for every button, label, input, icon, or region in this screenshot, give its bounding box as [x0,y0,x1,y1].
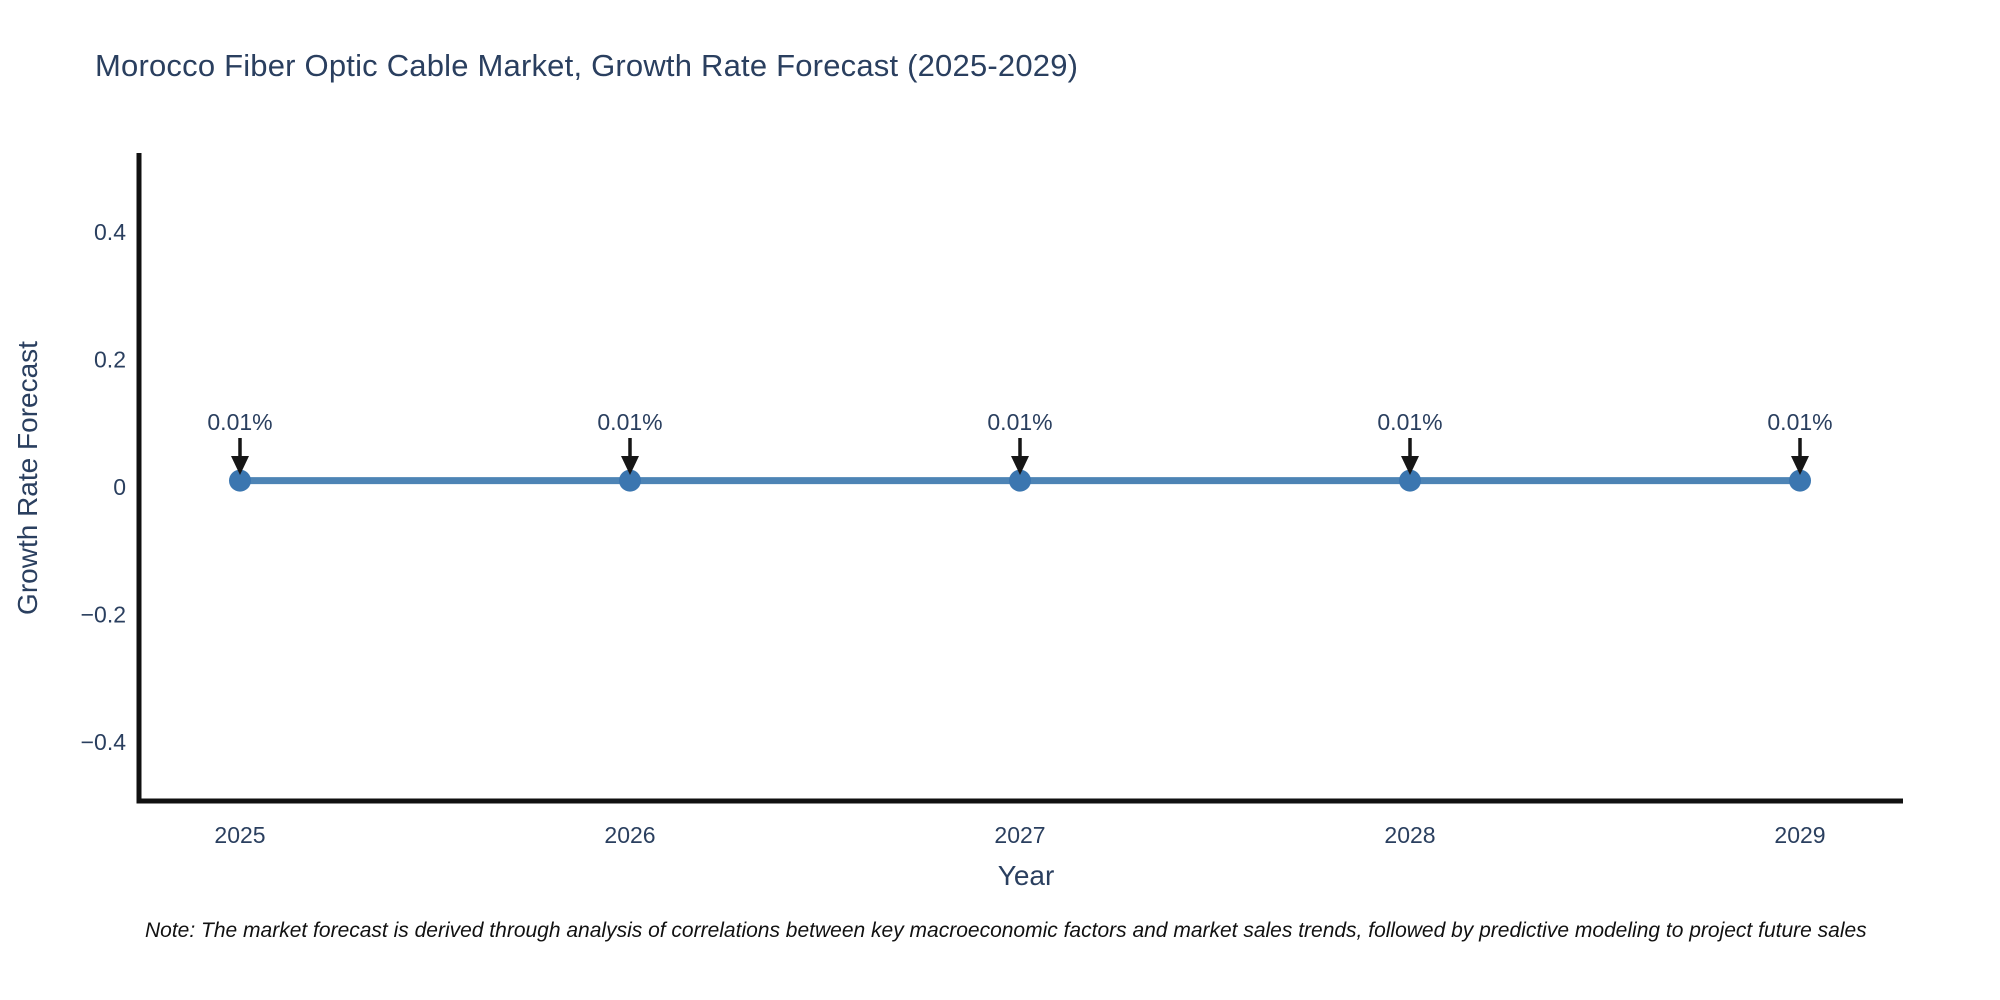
x-axis-title: Year [997,860,1055,891]
x-tick-label: 2028 [1384,822,1435,848]
annotation-label: 0.01% [1767,409,1832,435]
y-tick-label: −0.2 [81,602,126,628]
annotation-label: 0.01% [207,409,272,435]
annotation-arrow-head [231,456,249,475]
y-tick-labels: 0.4 0.2 0 −0.2 −0.4 [81,219,127,755]
annotation-arrow-head [1401,456,1419,475]
annotation-label: 0.01% [597,409,662,435]
y-tick-label: 0.4 [94,219,126,245]
annotation-label: 0.01% [987,409,1052,435]
annotation-arrow-head [621,456,639,475]
x-tick-label: 2029 [1774,822,1825,848]
data-point-markers [229,469,1811,492]
y-tick-label: −0.4 [81,729,127,755]
data-point-marker [1789,469,1811,492]
y-tick-label: 0.2 [94,347,126,373]
annotation-label: 0.01% [1377,409,1442,435]
chart-title: Morocco Fiber Optic Cable Market, Growth… [95,48,1079,83]
data-point-marker [1399,469,1421,492]
footnote: Note: The market forecast is derived thr… [145,919,1867,942]
x-tick-label: 2027 [994,822,1045,848]
point-annotations: 0.01% 0.01% 0.01% 0.01% 0.01% [207,409,1833,475]
data-point-marker [619,469,641,492]
x-tick-labels: 2025 2026 2027 2028 2029 [214,822,1825,848]
data-point-marker [229,469,251,492]
y-tick-label: 0 [113,474,126,500]
annotation-arrow-head [1791,456,1809,475]
x-tick-label: 2026 [604,822,655,848]
data-point-marker [1009,469,1031,492]
x-tick-label: 2025 [214,822,265,848]
annotation-arrow-head [1011,456,1029,475]
